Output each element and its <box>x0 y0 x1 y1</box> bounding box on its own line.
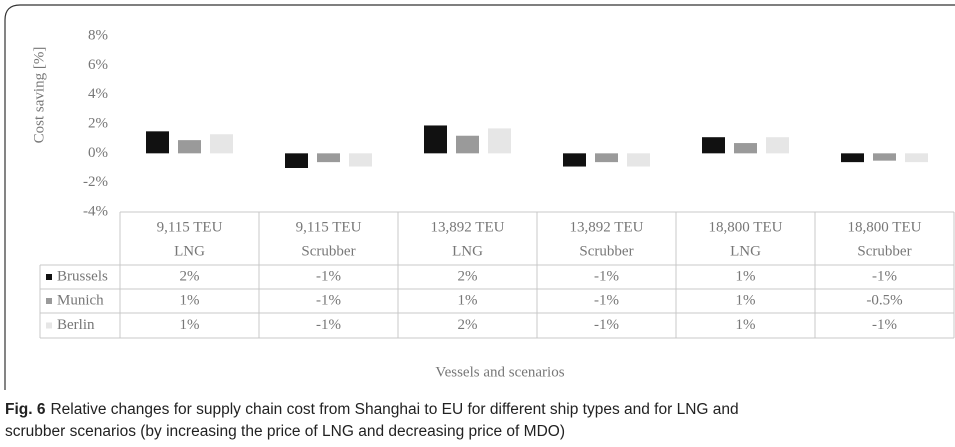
y-tick-label: 0% <box>88 145 108 161</box>
legend-swatch <box>46 298 52 304</box>
x-tick-label: 18,800 TEU <box>709 219 783 235</box>
data-label: 1% <box>736 292 756 308</box>
bar <box>873 153 896 161</box>
bar <box>424 125 447 154</box>
data-label: 2% <box>180 268 200 284</box>
frame <box>4 4 955 390</box>
data-label: -1% <box>594 268 619 284</box>
bar <box>734 143 757 154</box>
data-label: -1% <box>316 317 341 333</box>
y-tick-label: -2% <box>83 174 108 190</box>
bar <box>285 153 308 168</box>
bar <box>146 131 169 154</box>
x-tick-label: Scrubber <box>579 243 633 259</box>
y-tick-label: 8% <box>88 27 108 43</box>
caption-text: Relative changes for supply chain cost f… <box>50 401 738 418</box>
y-tick-label: 4% <box>88 86 108 102</box>
legend-swatch <box>46 322 52 329</box>
bar <box>456 135 479 154</box>
bar <box>841 153 864 163</box>
data-label: 1% <box>180 317 200 333</box>
bar <box>178 140 201 154</box>
x-tick-label: LNG <box>452 243 483 259</box>
x-tick-label: 9,115 TEU <box>296 219 362 235</box>
x-axis-title: Vessels and scenarios <box>435 364 564 380</box>
data-label: 2% <box>458 268 478 284</box>
bar <box>595 153 618 163</box>
bar <box>349 153 372 167</box>
bar <box>563 153 586 167</box>
bar <box>210 134 233 154</box>
data-label: -1% <box>316 292 341 308</box>
legend-label: Berlin <box>57 317 95 333</box>
caption-text: scrubber scenarios (by increasing the pr… <box>5 423 565 440</box>
bar <box>627 153 650 167</box>
caption: Fig. 6 Relative changes for supply chain … <box>5 401 739 418</box>
data-label: -1% <box>872 317 897 333</box>
y-tick-label: 6% <box>88 57 108 73</box>
data-label: 1% <box>736 268 756 284</box>
legend-swatch <box>46 274 52 280</box>
x-tick-label: 13,892 TEU <box>431 219 505 235</box>
data-label: -1% <box>872 268 897 284</box>
x-tick-label: LNG <box>730 243 761 259</box>
data-label: -1% <box>316 268 341 284</box>
bar <box>317 153 340 163</box>
y-axis-title: Cost saving [%] <box>31 47 47 144</box>
data-label: -0.5% <box>866 292 902 308</box>
data-label: 2% <box>458 317 478 333</box>
x-tick-label: Scrubber <box>857 243 911 259</box>
bar <box>702 137 725 154</box>
x-tick-label: 18,800 TEU <box>848 219 922 235</box>
bar <box>766 137 789 154</box>
caption-label: Fig. 6 <box>5 401 46 418</box>
data-label: 1% <box>458 292 478 308</box>
y-tick-label: 2% <box>88 115 108 131</box>
data-label: -1% <box>594 292 619 308</box>
legend-label: Munich <box>57 292 104 308</box>
legend-label: Brussels <box>57 268 108 284</box>
x-tick-label: Scrubber <box>301 243 355 259</box>
data-label: -1% <box>594 317 619 333</box>
data-label: 1% <box>736 317 756 333</box>
y-tick-label: -4% <box>83 203 108 219</box>
bar <box>905 153 928 163</box>
x-tick-label: LNG <box>174 243 205 259</box>
x-tick-label: 9,115 TEU <box>157 219 223 235</box>
bar <box>488 128 511 154</box>
data-label: 1% <box>180 292 200 308</box>
x-tick-label: 13,892 TEU <box>570 219 644 235</box>
